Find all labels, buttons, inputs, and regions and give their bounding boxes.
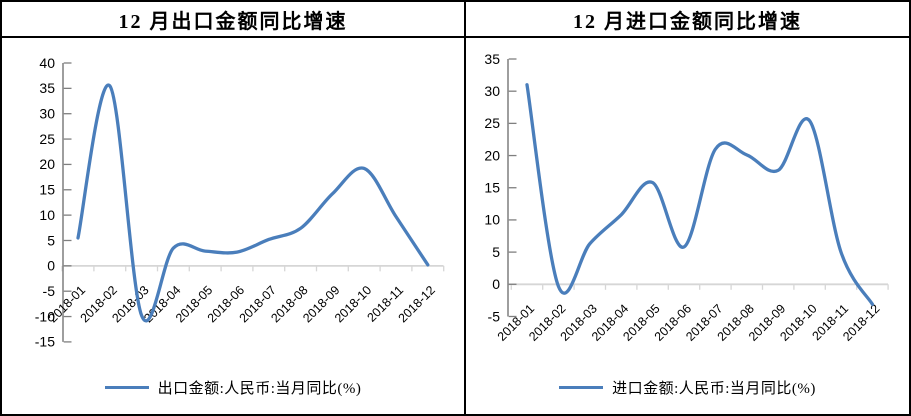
y-axis-label: 25 xyxy=(39,131,55,147)
y-axis-label: 0 xyxy=(47,258,55,274)
y-axis-label: 10 xyxy=(484,212,500,228)
export-chart: 40 35 30 25 20 15 10 5 0 -5 -10 -15 2018-01 2018-02 20… xyxy=(2,38,464,414)
y-axis-label: 40 xyxy=(39,55,55,71)
chart-canvas: 35302520151050-52018-012018-022018-03201… xyxy=(484,51,889,344)
y-axis-label: 5 xyxy=(492,244,500,260)
export-chart-panel: 12 月出口金额同比增速 40 35 30 25 20 15 10 5 0 -5 -10 -15 201… xyxy=(2,2,466,414)
y-axis-label: -15 xyxy=(35,334,55,350)
y-axis-label: 30 xyxy=(39,106,55,122)
line-series-path xyxy=(525,83,875,306)
y-axis-label: -5 xyxy=(43,283,56,299)
import-chart-panel: 12 月进口金额同比增速 35 30 25 20 15 10 5 0 -5 2018-01 2018… xyxy=(466,2,909,414)
line-series-path xyxy=(76,83,430,323)
y-axis-label: 0 xyxy=(492,276,500,292)
y-axis-label: -5 xyxy=(488,308,501,324)
chart-canvas: 4035302520151050-5-10-152018-012018-0220… xyxy=(35,55,445,350)
y-axis-label: 25 xyxy=(484,115,500,131)
import-chart: 35 30 25 20 15 10 5 0 -5 2018-01 2018-02 2018-03 201… xyxy=(466,38,909,414)
y-axis-label: 20 xyxy=(484,147,500,163)
y-axis-label: 35 xyxy=(39,80,55,96)
import-chart-title: 12 月进口金额同比增速 xyxy=(466,2,909,38)
y-axis-label: 20 xyxy=(39,156,55,172)
y-axis-label: 30 xyxy=(484,83,500,99)
y-axis-label: 15 xyxy=(39,182,55,198)
y-axis-label: 15 xyxy=(484,180,500,196)
export-chart-title: 12 月出口金额同比增速 xyxy=(2,2,464,38)
y-axis-label: 10 xyxy=(39,207,55,223)
y-axis-label: 35 xyxy=(484,51,500,67)
y-axis-label: 5 xyxy=(47,232,55,248)
y-axis-label: -10 xyxy=(35,308,55,324)
